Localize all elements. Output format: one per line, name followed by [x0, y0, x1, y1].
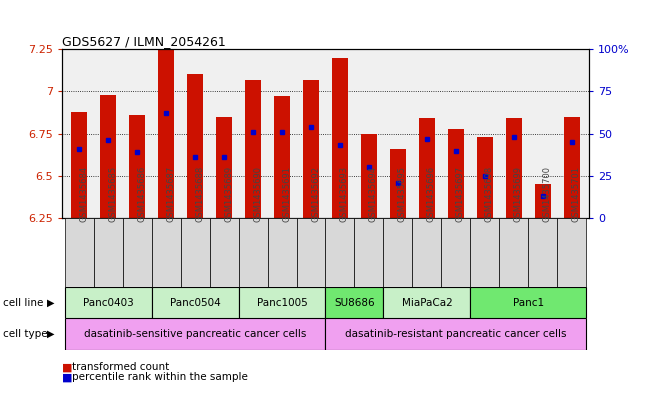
- Text: transformed count: transformed count: [72, 362, 169, 373]
- Text: SU8686: SU8686: [334, 298, 375, 308]
- Text: Panc1: Panc1: [513, 298, 544, 308]
- Text: GDS5627 / ILMN_2054261: GDS5627 / ILMN_2054261: [62, 35, 226, 48]
- Bar: [64, 287, 152, 318]
- Bar: [245, 79, 261, 218]
- Bar: [94, 218, 122, 287]
- Bar: [557, 218, 587, 287]
- Bar: [390, 149, 406, 218]
- Text: GSM1435691: GSM1435691: [282, 165, 291, 222]
- Bar: [506, 118, 522, 218]
- Text: percentile rank within the sample: percentile rank within the sample: [72, 372, 247, 382]
- Bar: [441, 218, 471, 287]
- Bar: [383, 287, 471, 318]
- Bar: [268, 218, 296, 287]
- Text: cell line: cell line: [3, 298, 44, 308]
- Bar: [122, 218, 152, 287]
- Text: ▶: ▶: [47, 298, 55, 308]
- Bar: [477, 137, 493, 218]
- Bar: [471, 287, 587, 318]
- Bar: [216, 117, 232, 218]
- Text: GSM1435690: GSM1435690: [253, 165, 262, 222]
- Text: Panc1005: Panc1005: [256, 298, 307, 308]
- Bar: [100, 95, 116, 218]
- Bar: [274, 96, 290, 218]
- Bar: [296, 218, 326, 287]
- Text: GSM1435686: GSM1435686: [137, 165, 146, 222]
- Text: GSM1435700: GSM1435700: [543, 165, 552, 222]
- Text: GSM1435694: GSM1435694: [369, 165, 378, 222]
- Bar: [158, 49, 174, 218]
- Bar: [413, 218, 441, 287]
- Bar: [71, 112, 87, 218]
- Text: GSM1435689: GSM1435689: [224, 165, 233, 222]
- Text: GSM1435687: GSM1435687: [166, 165, 175, 222]
- Text: GSM1435697: GSM1435697: [456, 165, 465, 222]
- Bar: [64, 318, 326, 350]
- Bar: [383, 218, 413, 287]
- Text: GSM1435685: GSM1435685: [108, 165, 117, 222]
- Bar: [326, 318, 587, 350]
- Bar: [355, 218, 383, 287]
- Text: MiaPaCa2: MiaPaCa2: [402, 298, 452, 308]
- Text: GSM1435692: GSM1435692: [311, 165, 320, 222]
- Bar: [326, 218, 355, 287]
- Text: GSM1435695: GSM1435695: [398, 165, 407, 222]
- Bar: [238, 218, 268, 287]
- Text: dasatinib-sensitive pancreatic cancer cells: dasatinib-sensitive pancreatic cancer ce…: [84, 329, 307, 339]
- Text: dasatinib-resistant pancreatic cancer cells: dasatinib-resistant pancreatic cancer ce…: [345, 329, 566, 339]
- Text: GSM1435698: GSM1435698: [485, 165, 494, 222]
- Text: GSM1435701: GSM1435701: [572, 165, 581, 222]
- Text: Panc0403: Panc0403: [83, 298, 133, 308]
- Text: ▶: ▶: [47, 329, 55, 339]
- Bar: [361, 134, 377, 218]
- Bar: [129, 115, 145, 218]
- Text: ■: ■: [62, 362, 72, 373]
- Text: GSM1435693: GSM1435693: [340, 165, 349, 222]
- Text: GSM1435696: GSM1435696: [427, 165, 436, 222]
- Bar: [448, 129, 464, 218]
- Bar: [564, 117, 580, 218]
- Bar: [535, 184, 551, 218]
- Bar: [419, 118, 435, 218]
- Bar: [210, 218, 238, 287]
- Bar: [180, 218, 210, 287]
- Text: GSM1435684: GSM1435684: [79, 165, 89, 222]
- Bar: [303, 79, 319, 218]
- Bar: [326, 287, 383, 318]
- Text: GSM1435688: GSM1435688: [195, 165, 204, 222]
- Bar: [187, 75, 203, 218]
- Bar: [332, 57, 348, 218]
- Bar: [238, 287, 326, 318]
- Bar: [529, 218, 557, 287]
- Bar: [152, 218, 180, 287]
- Text: ■: ■: [62, 372, 72, 382]
- Bar: [499, 218, 529, 287]
- Text: GSM1435699: GSM1435699: [514, 165, 523, 222]
- Text: cell type: cell type: [3, 329, 48, 339]
- Bar: [152, 287, 238, 318]
- Bar: [64, 218, 94, 287]
- Bar: [471, 218, 499, 287]
- Text: Panc0504: Panc0504: [170, 298, 221, 308]
